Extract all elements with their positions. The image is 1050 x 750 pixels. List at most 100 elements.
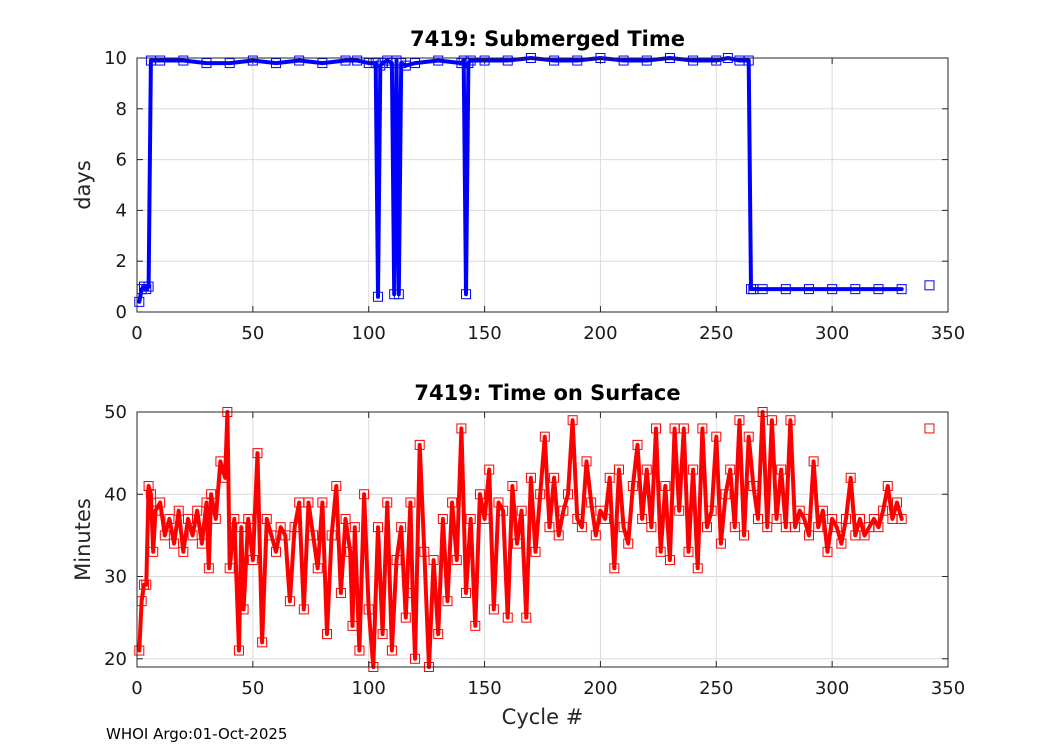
surface-data-marker — [229, 513, 240, 524]
surface-data-marker — [766, 415, 777, 426]
surface-data-marker — [456, 423, 467, 434]
surface-data-marker — [238, 604, 249, 615]
surface-time-axes: 0 50 100 150 200 250 300 350 20 30 40 50 7419: Time… — [71, 381, 965, 729]
surface-data-marker — [442, 596, 453, 607]
surface-data-marker — [488, 604, 499, 615]
surface-data-marker — [347, 620, 358, 631]
submerged-ytick-label: 6 — [116, 150, 127, 171]
surface-data-marker — [280, 530, 291, 541]
surface-data-marker — [192, 505, 203, 516]
surface-xtick-label: 100 — [352, 678, 386, 699]
surface-data-marker — [581, 456, 592, 467]
submerged-ytick-label: 2 — [116, 251, 127, 272]
surface-data-marker — [326, 530, 337, 541]
surface-data-marker — [516, 505, 527, 516]
surface-data-marker — [762, 522, 773, 533]
surface-data-marker — [308, 530, 319, 541]
submerged-xtick-label: 150 — [467, 323, 501, 344]
submerged-xtick-label: 0 — [131, 323, 142, 344]
surface-data-marker — [623, 538, 634, 549]
submerged-data-marker — [803, 284, 814, 295]
surface-data-marker — [257, 637, 268, 648]
surface-data-marker — [502, 612, 513, 623]
surface-data-marker — [419, 546, 430, 557]
surface-data-marker — [289, 522, 300, 533]
surface-data-marker — [335, 587, 346, 598]
submerged-data-marker — [479, 55, 490, 66]
surface-data-marker — [312, 563, 323, 574]
submerged-xtick-label: 350 — [931, 323, 965, 344]
surface-data-marker — [567, 415, 578, 426]
surface-data-marker — [558, 505, 569, 516]
surface-data-marker — [484, 464, 495, 475]
surface-data-marker — [808, 456, 819, 467]
surface-data-marker — [247, 555, 258, 566]
surface-data-marker — [702, 522, 713, 533]
surface-data-marker — [664, 555, 675, 566]
surface-data-marker — [271, 546, 282, 557]
surface-xtick-label: 300 — [815, 678, 849, 699]
surface-data-marker — [261, 513, 272, 524]
submerged-data-marker — [224, 58, 235, 69]
surface-data-marker — [600, 513, 611, 524]
surface-data-marker — [822, 546, 833, 557]
surface-data-marker — [836, 538, 847, 549]
surface-data-marker — [748, 481, 759, 492]
submerged-data-marker — [375, 60, 386, 71]
surface-data-marker — [220, 472, 231, 483]
submerged-data-marker — [711, 55, 722, 66]
surface-ytick-label: 20 — [104, 649, 127, 670]
surface-data-marker — [196, 538, 207, 549]
submerged-data-marker — [271, 58, 282, 69]
surface-data-marker — [145, 489, 156, 500]
surface-data-marker — [683, 546, 694, 557]
surface-data-marker — [562, 489, 573, 500]
surface-data-marker — [553, 530, 564, 541]
surface-data-marker — [159, 530, 170, 541]
submerged-data-marker — [410, 58, 421, 69]
submerged-data-marker — [850, 284, 861, 295]
surface-data-marker — [349, 522, 360, 533]
surface-data-marker — [512, 538, 523, 549]
surface-data-marker — [498, 505, 509, 516]
surface-xtick-label: 350 — [931, 678, 965, 699]
surface-data-marker — [266, 530, 277, 541]
surface-data-marker — [896, 513, 907, 524]
surface-data-marker — [873, 522, 884, 533]
surface-data-marker — [143, 481, 154, 492]
surface-data-marker — [148, 546, 159, 557]
submerged-data-marker — [134, 296, 145, 307]
surface-data-marker — [377, 629, 388, 640]
submerged-data-marker — [201, 58, 212, 69]
submerged-data-marker — [688, 55, 699, 66]
surface-data-marker — [525, 472, 536, 483]
surface-data-marker — [359, 489, 370, 500]
surface-data-marker — [739, 530, 750, 541]
surface-data-marker — [720, 489, 731, 500]
surface-data-marker — [544, 522, 555, 533]
surface-data-marker — [203, 563, 214, 574]
surface-data-marker — [803, 530, 814, 541]
surface-data-marker — [407, 587, 418, 598]
surface-data-marker — [437, 513, 448, 524]
surface-data-marker — [155, 497, 166, 508]
surface-data-marker — [655, 546, 666, 557]
surface-data-marker — [233, 645, 244, 656]
surface-xtick-label: 200 — [583, 678, 617, 699]
surface-time-title: 7419: Time on Surface — [414, 381, 680, 405]
surface-data-marker — [841, 513, 852, 524]
surface-data-marker — [590, 530, 601, 541]
surface-data-marker — [322, 629, 333, 640]
surface-data-marker — [400, 612, 411, 623]
surface-data-marker — [776, 464, 787, 475]
surface-data-marker — [298, 604, 309, 615]
surface-data-marker — [799, 513, 810, 524]
surface-data-marker — [535, 489, 546, 500]
surface-data-marker — [391, 555, 402, 566]
surface-data-marker — [354, 645, 365, 656]
surface-data-marker — [210, 513, 221, 524]
surface-data-marker — [854, 513, 865, 524]
submerged-data-marker — [641, 55, 652, 66]
submerged-time-plot-frame — [136, 57, 949, 313]
surface-data-marker — [771, 513, 782, 524]
